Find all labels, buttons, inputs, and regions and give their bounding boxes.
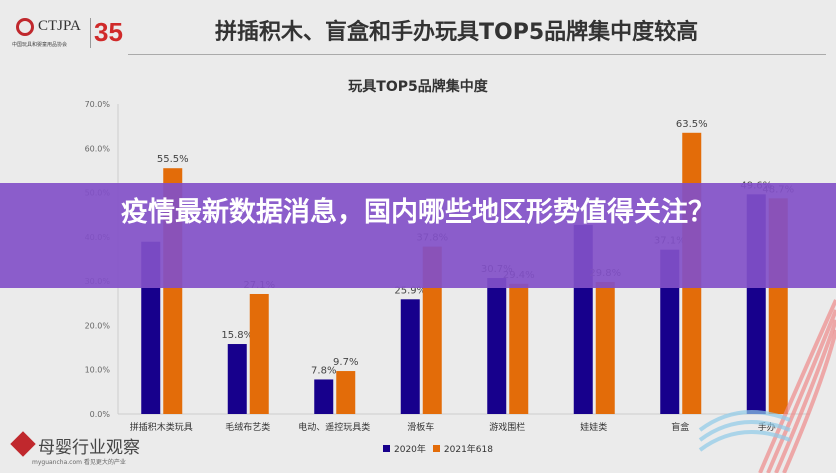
y-tick-label: 10.0% xyxy=(85,366,111,375)
logo-text: CTJPA xyxy=(38,18,81,34)
logo-anniversary: 35 xyxy=(94,17,123,47)
data-label: 25.9% xyxy=(394,285,426,296)
bar-2021 xyxy=(422,246,442,414)
x-tick-label: 盲盒 xyxy=(671,421,689,433)
news-banner[interactable]: 疫情最新数据消息，国内哪些地区形势值得关注？ xyxy=(0,183,836,288)
ctjpa-logo: CTJPA 中国玩具和婴童用品协会 35 xyxy=(12,14,127,54)
decor-wave xyxy=(758,299,836,473)
x-tick-label: 游戏围栏 xyxy=(489,421,525,433)
x-tick-label: 电动、遥控玩具类 xyxy=(298,421,370,433)
bar-2021 xyxy=(249,293,269,414)
bar-2021 xyxy=(509,283,529,414)
decor-wave xyxy=(698,420,791,442)
watermark-name: 母婴行业观察 xyxy=(38,438,140,458)
y-tick-label: 60.0% xyxy=(85,144,111,153)
decor-wave xyxy=(766,309,836,473)
y-tick-label: 70.0% xyxy=(85,100,111,109)
chart-legend: 2020年 2021年618 xyxy=(383,442,493,455)
data-label: 63.5% xyxy=(676,119,708,130)
data-label: 9.7% xyxy=(333,357,358,368)
bar-2020 xyxy=(660,249,680,414)
y-tick-label: 20.0% xyxy=(85,321,111,330)
logo-divider xyxy=(90,18,91,48)
bar-2020 xyxy=(487,278,507,414)
page-title: 拼插积木、盲盒和手办玩具TOP5品牌集中度较高 xyxy=(215,20,699,45)
decor-wave xyxy=(774,319,836,473)
data-label: 15.8% xyxy=(221,330,253,341)
x-tick-label: 毛绒布艺类 xyxy=(225,421,270,433)
legend-swatch-2020 xyxy=(383,445,390,452)
logo-swirl-icon xyxy=(16,18,34,36)
bar-2020 xyxy=(314,379,334,414)
y-tick-label: 0.0% xyxy=(90,410,111,419)
watermark-url: myguancha.com 看见更大的产业 xyxy=(32,459,126,466)
chart-title: 玩具TOP5品牌集中度 xyxy=(348,79,488,95)
bar-2020 xyxy=(227,344,247,414)
decor-wave xyxy=(698,410,791,432)
bar-2021 xyxy=(595,282,615,414)
x-tick-label: 拼插积木类玩具 xyxy=(130,421,193,433)
legend-label-2020: 2020年 xyxy=(394,445,426,455)
decor-wave xyxy=(782,329,836,473)
x-tick-label: 娃娃类 xyxy=(580,421,607,433)
bar-2021 xyxy=(336,371,356,414)
bar-2020 xyxy=(400,299,420,414)
title-divider xyxy=(128,54,826,55)
data-label: 55.5% xyxy=(157,154,189,165)
legend-swatch-2021 xyxy=(432,445,440,452)
legend-label-2021: 2021年618 xyxy=(443,445,493,455)
data-label: 7.8% xyxy=(311,365,336,376)
logo-subtitle: 中国玩具和婴童用品协会 xyxy=(12,42,68,48)
x-tick-label: 滑板车 xyxy=(407,421,434,433)
decor-wave xyxy=(698,430,791,452)
